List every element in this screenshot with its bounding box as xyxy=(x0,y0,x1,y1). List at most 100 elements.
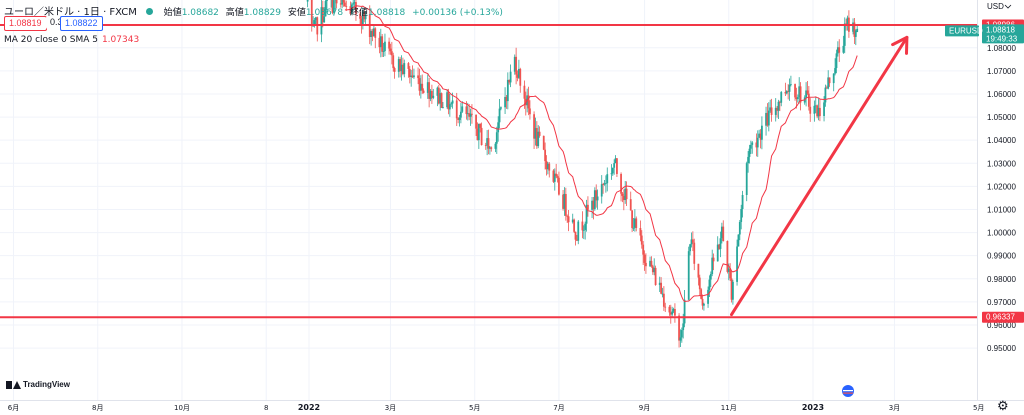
candle xyxy=(624,181,627,204)
candle-body xyxy=(476,128,479,141)
candle xyxy=(584,221,587,240)
candle xyxy=(794,83,796,101)
candle-body xyxy=(389,48,392,52)
candle xyxy=(392,52,395,72)
candle-body xyxy=(788,84,791,92)
candle xyxy=(807,86,810,111)
candle xyxy=(726,240,729,274)
x-tick-label: 3月 xyxy=(385,404,396,412)
candle-body xyxy=(352,3,355,5)
candle-body xyxy=(378,37,381,48)
candle xyxy=(836,41,839,57)
tradingview-logo[interactable]: TradingView xyxy=(6,380,70,389)
candle xyxy=(718,243,721,250)
candle xyxy=(805,82,807,107)
candle xyxy=(315,16,317,25)
candle-body xyxy=(537,131,540,147)
candle xyxy=(480,122,483,146)
candle-body xyxy=(701,298,704,306)
ma-legend[interactable]: MA 20 close 0 SMA 5 1.07343 xyxy=(4,35,139,45)
ma-label: MA 20 close 0 SMA 5 xyxy=(4,35,98,45)
candle xyxy=(401,57,404,76)
candle xyxy=(592,196,595,220)
candle xyxy=(389,43,392,55)
candle-body xyxy=(506,79,509,102)
candle-body xyxy=(643,254,646,263)
candle xyxy=(766,103,769,127)
candle xyxy=(339,0,342,8)
candle-body xyxy=(653,267,656,273)
candle-body xyxy=(672,308,675,312)
candle xyxy=(477,123,480,149)
candle xyxy=(649,256,651,267)
x-tick-label: 2022 xyxy=(298,403,320,412)
candle xyxy=(332,0,335,16)
us-flag-event-icon[interactable] xyxy=(842,385,854,397)
candle xyxy=(422,88,425,94)
candle-body xyxy=(585,204,588,224)
candle xyxy=(817,98,820,121)
candle xyxy=(662,286,665,311)
candle xyxy=(698,274,701,295)
candle xyxy=(421,74,424,94)
candle xyxy=(490,146,493,152)
candle xyxy=(661,287,664,298)
candle-body xyxy=(825,87,828,89)
candle xyxy=(755,133,758,157)
candle xyxy=(513,54,516,75)
candle-body xyxy=(730,278,733,300)
candle-body xyxy=(823,102,825,117)
candle-body xyxy=(555,173,558,177)
candle xyxy=(629,191,632,211)
buy-price-button[interactable]: 1.08822 xyxy=(60,16,103,31)
x-tick-label: 11月 xyxy=(721,404,737,412)
candle xyxy=(798,77,801,104)
candle xyxy=(816,104,819,119)
currency-label: USD xyxy=(987,2,1004,11)
candle xyxy=(825,85,828,89)
candle-body xyxy=(700,289,703,299)
candle-body xyxy=(437,87,440,104)
candle-body xyxy=(751,142,754,145)
candle-body xyxy=(446,92,448,108)
candle-body xyxy=(403,63,406,75)
candle xyxy=(790,75,792,87)
x-tick-label: 8月 xyxy=(92,404,103,412)
candle xyxy=(417,67,419,85)
candle-body xyxy=(709,274,712,280)
candle xyxy=(538,126,541,138)
candle xyxy=(785,90,788,95)
candle xyxy=(585,199,588,232)
sell-price-button[interactable]: 1.08819 xyxy=(4,16,47,31)
y-tick-label: 0.98000 xyxy=(987,275,1016,284)
candle xyxy=(668,305,671,316)
candle-body xyxy=(836,47,839,54)
candle xyxy=(741,190,744,218)
candle-body xyxy=(687,251,690,300)
change-value: +0.00136 (+0.13%) xyxy=(412,8,503,18)
candle-body xyxy=(606,174,609,184)
x-tick-label: 3月 xyxy=(889,404,900,412)
candle-body xyxy=(711,257,714,275)
candle-body xyxy=(306,0,309,2)
candle-body xyxy=(747,156,750,164)
candle-body xyxy=(846,17,849,25)
settings-gear-icon[interactable]: ⚙ xyxy=(997,398,1009,413)
candle-body xyxy=(477,123,480,141)
candle-body xyxy=(418,78,421,91)
candle xyxy=(654,265,657,286)
candle xyxy=(722,220,725,242)
candle-body xyxy=(698,277,701,290)
candle-body xyxy=(689,244,692,252)
candle xyxy=(635,216,638,232)
candle xyxy=(853,18,856,45)
candle-body xyxy=(382,51,385,52)
candle-body xyxy=(640,235,643,245)
candle-body xyxy=(401,64,404,75)
candle-body xyxy=(778,101,781,103)
y-tick-label: 1.08000 xyxy=(987,44,1016,53)
symbol-title[interactable]: ユーロ／米ドル · 1日 · FXCM xyxy=(4,7,137,18)
x-tick-label: 9月 xyxy=(639,404,650,412)
candle-body xyxy=(650,260,653,267)
